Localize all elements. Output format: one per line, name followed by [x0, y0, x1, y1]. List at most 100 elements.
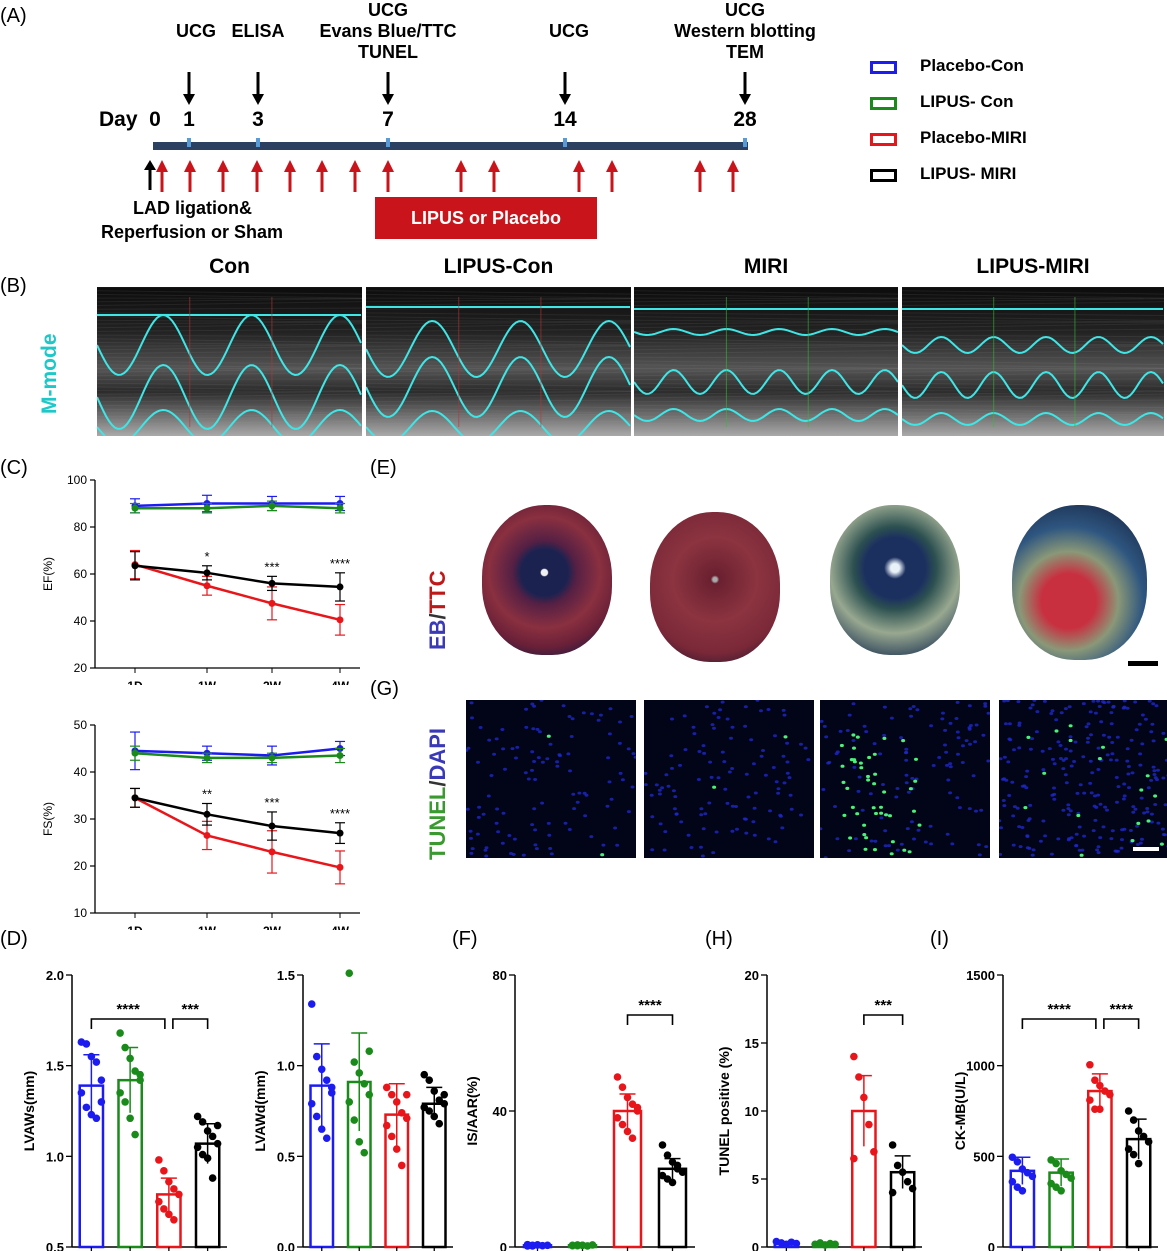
data-point — [1067, 1174, 1075, 1182]
day-tick — [256, 138, 260, 147]
data-point — [678, 1168, 687, 1176]
data-point — [893, 1161, 902, 1170]
data-point — [1144, 1138, 1153, 1146]
data-point — [430, 1112, 439, 1121]
data-point — [397, 1109, 406, 1117]
y-tick-label: 10 — [745, 1104, 759, 1119]
data-point — [336, 616, 344, 624]
legend-swatch — [870, 133, 897, 146]
significance-label: **** — [1110, 1001, 1134, 1018]
significance-label: **** — [330, 556, 350, 571]
panel-label-c: (C) — [0, 457, 28, 479]
data-point — [430, 1087, 439, 1095]
data-point — [82, 1040, 91, 1048]
mmode-title: Con — [209, 255, 250, 278]
data-point — [435, 1119, 444, 1128]
data-point — [533, 1241, 542, 1249]
panel-label-e: (E) — [370, 457, 397, 479]
panel-label-b: (B) — [0, 275, 27, 297]
significance-label: **** — [1047, 1001, 1071, 1018]
y-tick-label: 5 — [752, 1172, 759, 1187]
significance-bracket — [90, 1018, 166, 1029]
legend-label: LIPUS- Con — [920, 92, 1014, 111]
data-point — [588, 1241, 597, 1249]
data-point — [307, 1000, 316, 1008]
data-point — [307, 1099, 316, 1108]
data-point — [420, 1070, 429, 1079]
data-point — [855, 1073, 863, 1081]
y-tick-label: 40 — [74, 614, 88, 628]
data-point — [155, 1156, 163, 1164]
data-point — [203, 1154, 212, 1162]
data-point — [97, 1076, 106, 1084]
data-point — [121, 1043, 129, 1052]
day-tick — [743, 138, 747, 147]
data-point — [336, 583, 344, 591]
significance-label: *** — [264, 559, 279, 574]
data-point — [268, 599, 276, 607]
data-point — [613, 1073, 622, 1081]
bar — [1087, 1089, 1113, 1249]
significance-label: *** — [181, 1001, 199, 1018]
treatment-box — [375, 197, 597, 239]
significance-bracket — [1021, 1018, 1097, 1029]
data-point — [1134, 1127, 1143, 1135]
data-point — [623, 1093, 632, 1102]
x-tick-label: 1W — [198, 679, 217, 685]
y-tick-label: 0.0 — [277, 1240, 295, 1251]
data-point — [170, 1216, 178, 1224]
y-tick-label: 100 — [67, 473, 87, 487]
y-tick-label: 10 — [74, 906, 88, 920]
data-point — [668, 1178, 677, 1187]
significance-label: *** — [874, 997, 892, 1014]
data-point — [397, 1161, 406, 1170]
data-point — [663, 1151, 672, 1159]
data-point — [131, 504, 139, 512]
day-tick — [563, 138, 567, 147]
data-point — [136, 1070, 144, 1079]
data-point — [831, 1240, 839, 1249]
data-point — [203, 582, 211, 590]
data-point — [1124, 1107, 1133, 1115]
data-point — [131, 794, 139, 802]
data-point — [121, 1098, 129, 1106]
eb-text: EB — [425, 619, 450, 650]
treatment-label: LIPUS or Placebo — [410, 208, 562, 228]
data-point — [543, 1241, 552, 1250]
data-point — [1013, 1157, 1022, 1166]
ttc-text: TTC — [425, 570, 450, 614]
heart-section-image — [1012, 505, 1147, 660]
significance-label: **** — [330, 806, 350, 821]
mmode-image — [366, 287, 631, 436]
data-point — [170, 1185, 178, 1193]
x-tick-label: 1D — [127, 924, 143, 930]
series-line — [134, 796, 341, 869]
data-point — [97, 1098, 106, 1106]
data-point — [1052, 1159, 1060, 1168]
data-point — [350, 1116, 359, 1124]
tunel-text: TUNEL — [425, 786, 450, 860]
data-point — [213, 1121, 222, 1130]
data-point — [193, 1143, 202, 1152]
legend-swatch — [870, 61, 897, 74]
data-point — [355, 1138, 364, 1146]
series-line — [134, 563, 341, 622]
data-point — [1057, 1186, 1065, 1195]
y-tick-label: 500 — [973, 1149, 995, 1164]
data-point — [317, 1125, 326, 1133]
y-tick-label: 1000 — [966, 1059, 995, 1074]
heart-section-image — [830, 505, 960, 655]
scale-bar-e — [1128, 661, 1158, 666]
data-point — [268, 502, 276, 510]
data-point — [898, 1168, 907, 1176]
timeline-bar — [153, 142, 748, 150]
data-point — [327, 1083, 336, 1092]
panel-label-h: (H) — [705, 928, 733, 950]
data-point — [116, 1029, 124, 1037]
significance-bracket — [626, 1014, 674, 1025]
y-axis-label: TUNEL positive (%) — [716, 1047, 732, 1176]
y-axis-label: IS/AAR(%) — [464, 1076, 480, 1145]
data-point — [203, 810, 211, 818]
legend-swatch — [870, 169, 897, 182]
day-tick — [187, 138, 191, 147]
